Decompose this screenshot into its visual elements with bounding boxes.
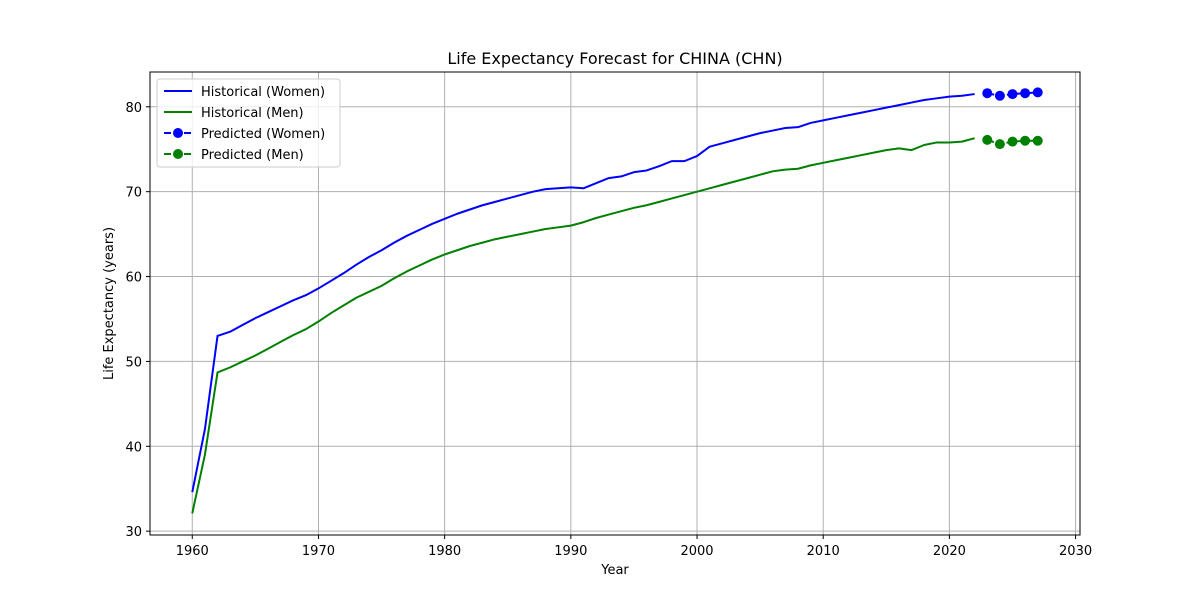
data-point-predicted-men <box>994 139 1005 150</box>
x-tick-label: 1970 <box>302 544 335 559</box>
legend-marker-predicted-men <box>173 149 183 159</box>
y-tick-label: 70 <box>125 186 142 201</box>
x-tick-label: 1960 <box>176 544 209 559</box>
legend-marker-predicted-women <box>173 128 183 138</box>
y-tick-label: 50 <box>125 355 142 370</box>
chart-title: Life Expectancy Forecast for CHINA (CHN) <box>447 49 782 68</box>
legend-label-historical-women: Historical (Women) <box>201 85 325 100</box>
data-point-predicted-women <box>1007 89 1018 100</box>
legend-box <box>156 78 341 168</box>
y-tick-label: 30 <box>125 525 142 540</box>
series-layer <box>191 87 1043 514</box>
data-point-predicted-men <box>1032 135 1043 146</box>
plot-frame <box>149 71 1081 536</box>
x-tick-label: 2030 <box>1059 544 1092 559</box>
x-tick-label: 2000 <box>680 544 713 559</box>
data-point-predicted-women <box>1032 87 1043 98</box>
x-tick-label: 2020 <box>933 544 966 559</box>
grid-layer <box>150 72 1080 535</box>
y-tick-label: 40 <box>125 440 142 455</box>
tick-layer: 1960 1970 1980 1990 2000 2010 2020 2030 30 40 50 60… <box>125 101 1092 559</box>
data-point-predicted-men <box>1020 135 1031 146</box>
series-line-historical-men <box>191 137 975 514</box>
data-point-predicted-women <box>1020 88 1031 99</box>
x-tick-label: 1990 <box>554 544 587 559</box>
data-point-predicted-men <box>982 134 993 145</box>
legend-label-historical-men: Historical (Men) <box>201 106 304 121</box>
x-tick-label: 2010 <box>807 544 840 559</box>
x-tick-label: 1980 <box>428 544 461 559</box>
x-axis-label: Year <box>600 563 629 578</box>
legend-label-predicted-men: Predicted (Men) <box>201 148 304 163</box>
series-line-historical-women <box>191 93 975 493</box>
legend: Historical (Women) Historical (Men) Predic… <box>156 78 341 168</box>
y-axis-label: Life Expectancy (years) <box>102 227 117 380</box>
legend-label-predicted-women: Predicted (Women) <box>201 127 325 142</box>
y-tick-label: 80 <box>125 101 142 116</box>
data-point-predicted-women <box>982 88 993 99</box>
y-tick-label: 60 <box>125 271 142 286</box>
data-point-predicted-men <box>1007 136 1018 147</box>
data-point-predicted-women <box>994 90 1005 101</box>
